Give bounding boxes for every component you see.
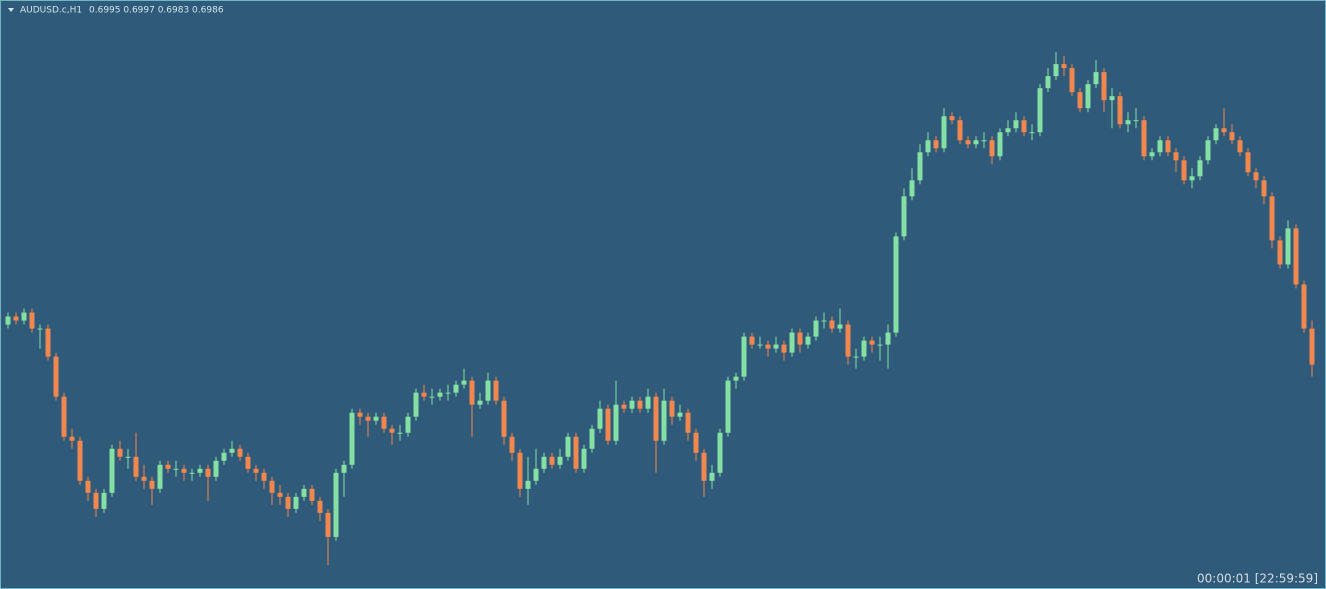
- timer: 00:00:01 [22:59:59]: [1197, 572, 1318, 586]
- quote: 0.6995 0.6997 0.6983 0.6986: [89, 6, 224, 16]
- symbol: AUDUSD.c,H1: [20, 6, 82, 16]
- menu-arrow[interactable]: [8, 8, 14, 12]
